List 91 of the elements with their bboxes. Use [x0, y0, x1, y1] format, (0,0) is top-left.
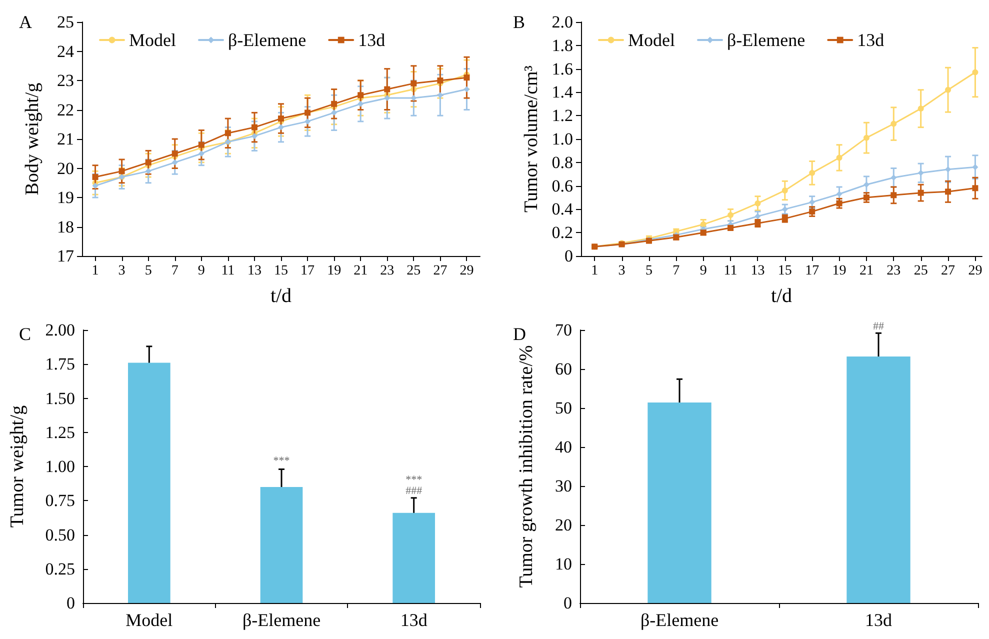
y-tick-label: 0.4 — [552, 200, 574, 219]
y-tick-label: 0 — [564, 594, 572, 612]
chart-title: C — [19, 324, 32, 344]
x-tick-label: 25 — [914, 264, 928, 278]
x-tick-label: 27 — [941, 264, 956, 278]
x-axis-title: t/d — [270, 285, 292, 307]
chart-title: A — [19, 12, 32, 32]
y-axis-title: Tumor growth inhibition rate/% — [516, 345, 537, 588]
x-tick-label: 5 — [645, 264, 652, 278]
x-tick-label: 13d — [865, 610, 892, 630]
y-tick-label: 1.50 — [45, 388, 75, 408]
x-tick-label: 15 — [778, 264, 792, 278]
x-tick-label: 29 — [968, 264, 982, 278]
x-tick-label: 17 — [805, 264, 820, 278]
y-tick-label: 0.2 — [552, 223, 573, 242]
y-axis-title: Tumor volume/cm³ — [520, 65, 542, 212]
y-tick-label: 25 — [57, 12, 74, 32]
y-tick-label: 0.6 — [552, 176, 573, 196]
y-axis-title: Tumor weight/g — [7, 404, 28, 528]
legend-label: β-Elemene — [726, 30, 806, 50]
y-tick-label: 0.25 — [45, 559, 75, 578]
x-tick-label: 23 — [380, 264, 394, 278]
y-tick-label: 1.0 — [552, 130, 573, 148]
x-tick-label: 25 — [406, 264, 421, 278]
legend-label: 13d — [358, 30, 386, 50]
x-tick-label: 19 — [327, 264, 342, 278]
x-axis-title: t/d — [770, 285, 792, 307]
x-tick-label: 1 — [591, 264, 598, 278]
legend-label: Model — [628, 30, 675, 50]
y-tick-label: 60 — [555, 360, 572, 378]
legend-label: Model — [129, 30, 176, 50]
x-tick-label: 21 — [859, 264, 874, 278]
x-tick-label: 1 — [92, 264, 99, 278]
y-tick-label: 21 — [57, 130, 74, 148]
chart-title: D — [513, 324, 526, 344]
x-tick-label: 13d — [400, 610, 428, 630]
annotation: *** ### — [406, 474, 423, 498]
y-tick-label: 22 — [57, 100, 74, 120]
y-tick-label: 40 — [555, 438, 572, 456]
legend-label: β-Elemene — [228, 30, 306, 50]
y-tick-label: 0.75 — [45, 491, 75, 510]
y-tick-label: 19 — [57, 188, 74, 207]
annotation: ## — [873, 320, 884, 332]
legend-label: 13d — [857, 30, 884, 50]
x-tick-label: β-Elemene — [640, 610, 719, 630]
y-tick-label: 23 — [57, 71, 74, 90]
x-tick-label: 3 — [618, 264, 626, 278]
y-tick-label: 0 — [66, 594, 75, 612]
x-tick-label: 3 — [118, 264, 126, 278]
x-tick-label: 27 — [433, 264, 448, 278]
y-tick-label: 10 — [555, 554, 572, 574]
x-tick-label: 5 — [144, 264, 152, 278]
y-tick-label: 1.4 — [552, 82, 574, 102]
y-tick-label: 1.75 — [45, 354, 75, 374]
y-tick-label: 24 — [57, 42, 74, 61]
x-tick-label: 13 — [750, 264, 765, 278]
y-tick-label: 20 — [57, 158, 74, 178]
y-tick-label: 1.8 — [552, 36, 573, 55]
y-tick-label: 1.6 — [552, 59, 573, 78]
y-tick-label: 2.00 — [45, 320, 75, 340]
x-tick-label: β-Elemene — [242, 610, 321, 630]
y-tick-label: 1.25 — [45, 422, 75, 442]
x-tick-label: 7 — [171, 264, 178, 278]
annotation: *** — [273, 455, 290, 467]
y-tick-label: 0.8 — [552, 152, 573, 172]
x-tick-label: 13 — [247, 264, 262, 278]
x-tick-label: 15 — [274, 264, 288, 278]
x-tick-label: 19 — [832, 264, 846, 278]
x-tick-label: 9 — [700, 264, 707, 278]
x-tick-label: 29 — [460, 264, 474, 278]
y-tick-label: 0 — [564, 246, 573, 266]
y-tick-label: 18 — [57, 217, 74, 236]
y-tick-label: 20 — [555, 516, 572, 534]
x-tick-label: 9 — [198, 264, 205, 278]
x-tick-label: 17 — [300, 264, 315, 278]
y-tick-label: 2.0 — [552, 12, 573, 32]
x-tick-label: 21 — [354, 264, 368, 278]
y-tick-label: 70 — [555, 320, 572, 340]
y-tick-label: 1.00 — [45, 457, 75, 476]
x-tick-label: Model — [126, 610, 173, 630]
y-tick-label: 0.50 — [45, 525, 75, 544]
y-axis-title: Body weight/g — [22, 82, 43, 196]
x-tick-label: 11 — [221, 264, 235, 278]
chart-title: B — [513, 12, 526, 32]
y-tick-label: 50 — [555, 398, 572, 418]
y-tick-label: 1.2 — [552, 106, 573, 126]
x-tick-label: 23 — [886, 264, 901, 278]
y-tick-label: 30 — [555, 476, 572, 496]
x-tick-label: 7 — [672, 264, 680, 278]
x-tick-label: 11 — [724, 264, 738, 278]
y-tick-label: 17 — [57, 246, 74, 266]
